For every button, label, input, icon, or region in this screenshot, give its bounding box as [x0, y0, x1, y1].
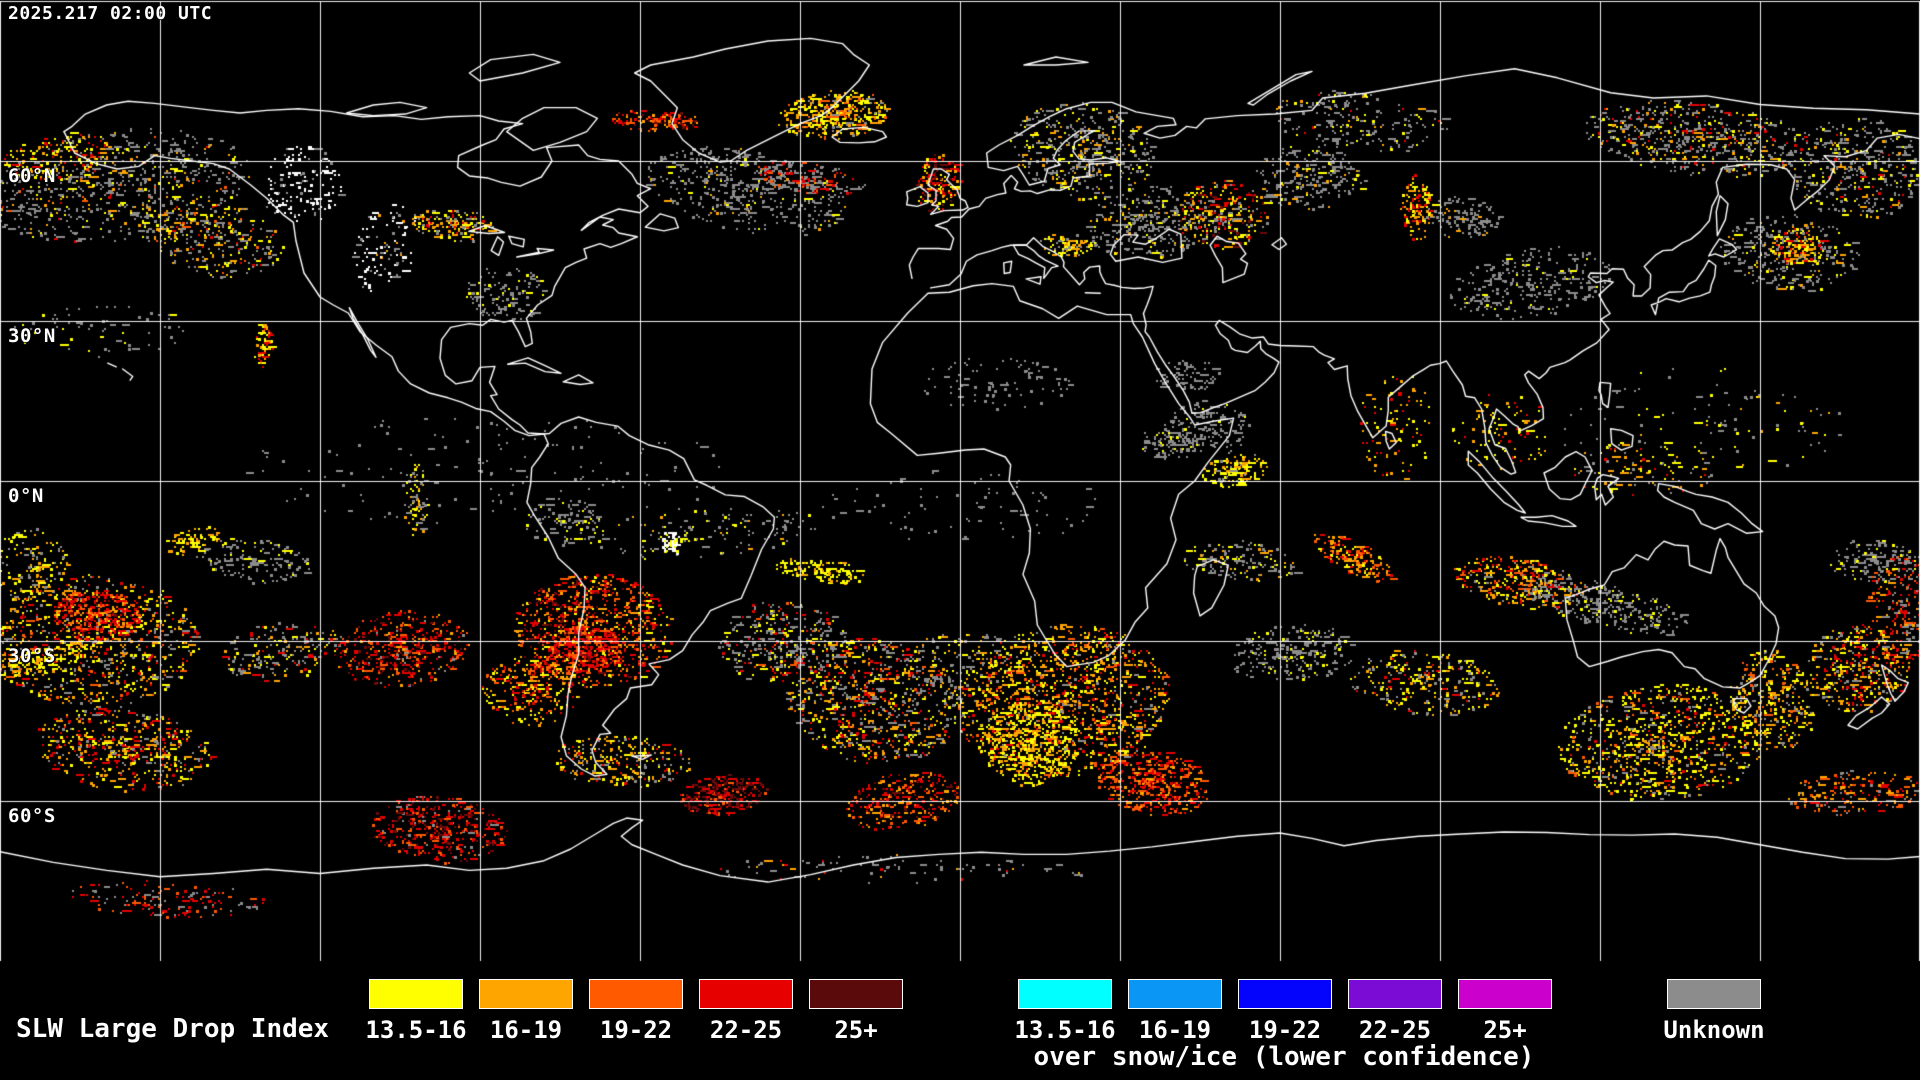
- legend-range-label-snow-ice-4: 25+: [1483, 1016, 1527, 1044]
- legend-swatch-unknown: [1667, 979, 1761, 1009]
- legend-label-unknown: Unknown: [1663, 1016, 1765, 1044]
- legend-range-label-snow-ice-2: 19-22: [1248, 1016, 1322, 1044]
- legend-swatch-snow-ice-3: [1348, 979, 1442, 1009]
- legend-range-label-slw-4: 25+: [834, 1016, 878, 1044]
- legend-swatch-slw-1: [479, 979, 573, 1009]
- legend-swatch-slw-4: [809, 979, 903, 1009]
- legend-range-label-slw-0: 13.5-16: [365, 1016, 467, 1044]
- legend-title: SLW Large Drop Index: [16, 1014, 330, 1044]
- lat-label-60n: 60°N: [8, 165, 56, 187]
- legend-swatch-snow-ice-1: [1128, 979, 1222, 1009]
- legend-swatch-snow-ice-4: [1458, 979, 1552, 1009]
- legend-swatch-slw-0: [369, 979, 463, 1009]
- lat-label-30s: 30°S: [8, 645, 56, 667]
- legend-range-label-slw-2: 19-22: [599, 1016, 673, 1044]
- legend-range-label-slw-3: 22-25: [709, 1016, 783, 1044]
- legend-snow-ice-caption: over snow/ice (lower confidence): [1033, 1042, 1535, 1072]
- lat-label-0n: 0°N: [8, 485, 44, 507]
- legend-bar: SLW Large Drop Index 13.5-16 16-19 19-22 22…: [0, 961, 1920, 1080]
- lat-label-60s: 60°S: [8, 805, 56, 827]
- legend-range-label-snow-ice-1: 16-19: [1138, 1016, 1212, 1044]
- legend-swatch-snow-ice-0: [1018, 979, 1112, 1009]
- legend-range-label-slw-1: 16-19: [489, 1016, 563, 1044]
- timestamp-label: 2025.217 02:00 UTC: [8, 3, 213, 24]
- legend-swatch-slw-3: [699, 979, 793, 1009]
- legend-swatch-snow-ice-2: [1238, 979, 1332, 1009]
- lat-label-30n: 30°N: [8, 325, 56, 347]
- legend-swatch-slw-2: [589, 979, 683, 1009]
- legend-range-label-snow-ice-3: 22-25: [1358, 1016, 1432, 1044]
- legend-range-label-snow-ice-0: 13.5-16: [1014, 1016, 1116, 1044]
